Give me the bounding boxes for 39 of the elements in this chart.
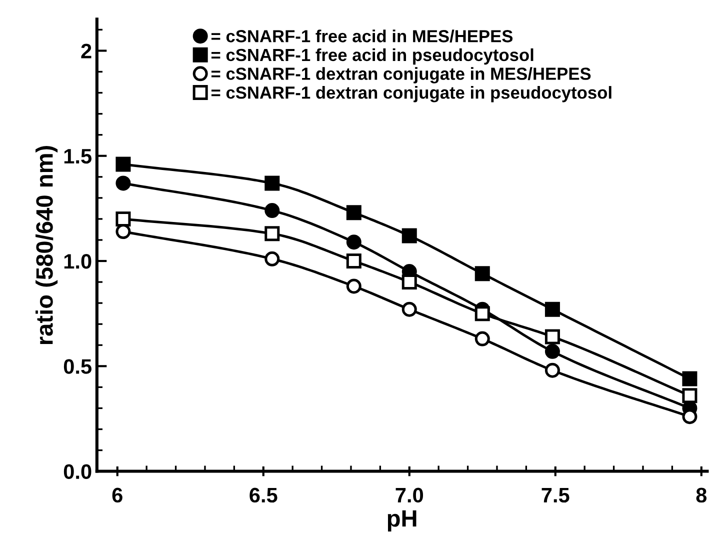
- point: [116, 176, 131, 191]
- y-tick-label: 0.5: [64, 359, 92, 374]
- legend-label: = cSNARF-1 free acid in MES/HEPES: [211, 30, 513, 43]
- y-tick-label: 1.0: [64, 254, 92, 269]
- point: [116, 156, 131, 172]
- point: [346, 278, 362, 294]
- point: [682, 371, 698, 386]
- point: [544, 362, 560, 378]
- x-tick-label: 6: [112, 488, 122, 503]
- legend-label: = cSNARF-1 free acid in pseudocytosol: [211, 48, 534, 65]
- point: [474, 266, 490, 282]
- point: [402, 228, 417, 244]
- point: [264, 203, 280, 218]
- y-axis-title: ratio (580/640 nm): [36, 146, 58, 344]
- x-tick-label: 7.5: [542, 488, 570, 503]
- point: [474, 306, 490, 322]
- point: [402, 274, 417, 290]
- y-tick-label: 2: [81, 44, 92, 58]
- point: [682, 388, 698, 404]
- y-tick-label: 1.5: [64, 149, 92, 164]
- point: [264, 251, 280, 266]
- point: [264, 226, 280, 242]
- y-tick-label: 0.0: [64, 464, 92, 480]
- x-tick-label: 6.5: [250, 488, 278, 503]
- x-tick-label: 7.0: [396, 488, 424, 503]
- x-axis-title: pH: [388, 510, 416, 532]
- point: [346, 205, 362, 220]
- point: [116, 211, 131, 226]
- x-tick-label: 8: [696, 488, 707, 503]
- legend-label: = cSNARF-1 dextran conjugate in pseudocytosol: [211, 86, 612, 102]
- point: [544, 329, 560, 344]
- point: [346, 234, 362, 250]
- point: [544, 302, 560, 317]
- point: [402, 302, 417, 317]
- point: [544, 344, 560, 359]
- legend-label: = cSNARF-1 dextran conjugate in MES/HEPES: [211, 67, 591, 84]
- point: [264, 176, 280, 191]
- point: [346, 254, 362, 268]
- point: [474, 331, 490, 346]
